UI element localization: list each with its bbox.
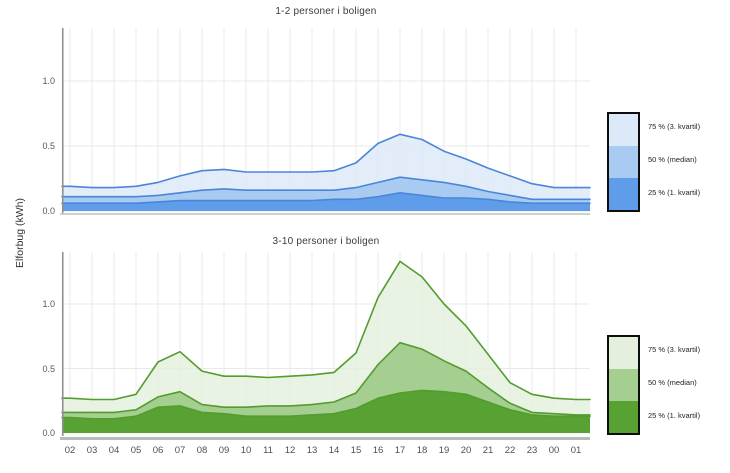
y-tick-label: 0.5	[42, 141, 55, 151]
quartile-line-2	[61, 389, 591, 420]
area-chart-blue	[60, 28, 591, 215]
y-tick-label: 0.5	[42, 363, 55, 374]
x-tick-label: 20	[460, 445, 472, 456]
x-tick-label: 13	[306, 445, 318, 456]
quartile-line-1	[61, 176, 591, 201]
chart-title-top: 1-2 personer i boligen	[275, 6, 377, 17]
x-tick-label: 01	[570, 445, 582, 456]
legend-label-q75: 75 % (3. kvartil)	[648, 345, 701, 354]
x-tick-label: 14	[328, 445, 340, 456]
band-q75	[62, 134, 590, 200]
x-tick-label: 06	[152, 445, 164, 456]
y-axis-label: Elforbug (kWh)	[14, 197, 26, 269]
x-tick-label: 03	[86, 445, 98, 456]
legend-swatch-q75	[609, 337, 638, 369]
band-q25	[62, 390, 590, 433]
legend-label-q75: 75 % (3. kvartil)	[648, 122, 701, 131]
legend-swatch-q25	[609, 401, 638, 433]
legend-swatch-q50	[609, 369, 638, 401]
x-tick-label: 23	[526, 445, 538, 456]
legend-label-q50: 50 % (median)	[648, 155, 697, 164]
y-tick-label: 0.0	[42, 428, 55, 438]
legend-swatch-q75	[609, 114, 638, 146]
legend-label-q50: 50 % (median)	[648, 378, 697, 387]
y-tick-label: 0.0	[42, 206, 55, 216]
x-tick-label: 19	[438, 445, 450, 456]
quartile-line-0	[61, 260, 591, 401]
x-tick-label: 05	[130, 445, 142, 456]
legend-swatch-q25	[609, 178, 638, 210]
x-tick-label: 21	[482, 445, 494, 456]
legend-box-green	[607, 335, 640, 435]
x-tick-label: 10	[240, 445, 252, 456]
area-chart-green	[60, 252, 591, 440]
band-q75	[62, 261, 590, 415]
x-tick-label: 12	[284, 445, 296, 456]
x-tick-label: 00	[548, 445, 560, 456]
x-tick-label: 17	[394, 445, 406, 456]
chart-title-bottom: 3-10 personer i boligen	[272, 236, 380, 247]
quartile-line-1	[61, 341, 591, 416]
legend-box-blue	[607, 112, 640, 212]
x-tick-label: 11	[263, 445, 273, 456]
x-tick-label: 08	[196, 445, 208, 456]
x-tick-label: 15	[350, 445, 362, 456]
legend-swatch-q50	[609, 146, 638, 178]
x-tick-label: 16	[372, 445, 384, 456]
y-tick-label: 1.0	[42, 76, 55, 86]
x-tick-label: 02	[64, 445, 76, 456]
quartile-line-0	[61, 133, 591, 189]
legend-label-q25: 25 % (1. kvartil)	[648, 411, 701, 420]
x-tick-label: 18	[416, 445, 428, 456]
y-tick-label: 1.0	[42, 299, 55, 309]
band-q25	[62, 192, 590, 211]
x-tick-label: 07	[174, 445, 186, 456]
x-tick-label: 09	[218, 445, 230, 456]
legend-label-q25: 25 % (1. kvartil)	[648, 188, 701, 197]
quartile-line-2	[61, 192, 591, 204]
x-tick-label: 04	[108, 445, 120, 456]
x-tick-label: 22	[504, 445, 516, 456]
